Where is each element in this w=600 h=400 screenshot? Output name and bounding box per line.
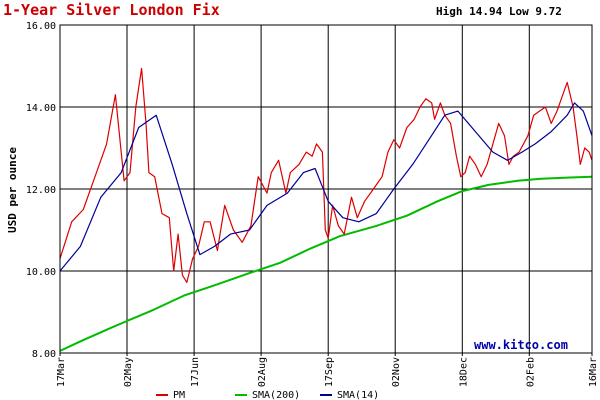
x-tick-label: 17Jun xyxy=(190,357,201,387)
y-tick-label: 10.00 xyxy=(26,267,56,278)
series-line-pm xyxy=(59,67,593,284)
series-line-sma-200 xyxy=(59,175,593,352)
x-tick-label: 17Sep xyxy=(324,357,335,387)
x-tick-label: 02Aug xyxy=(257,357,268,387)
y-axis-label: USD per ounce xyxy=(6,147,19,233)
x-tick-label: 17Mar xyxy=(56,357,67,387)
y-tick-label: 16.00 xyxy=(26,21,56,32)
high-low-readout: High 14.94 Low 9.72 xyxy=(436,5,562,18)
x-tick-label: 02May xyxy=(123,357,134,387)
y-tick-label: 12.00 xyxy=(26,185,56,196)
y-tick-label: 14.00 xyxy=(26,103,56,114)
grid xyxy=(60,25,592,353)
legend-label: SMA(14) xyxy=(337,390,379,400)
chart-title: 1-Year Silver London Fix xyxy=(3,1,220,19)
x-axis: 17Mar 02May 17Jun 02Aug 17Sep 02Nov 18Dec 02Feb… xyxy=(56,353,599,387)
x-tick-label: 18Dec xyxy=(458,357,469,387)
y-axis: 8.00 10.00 12.00 14.00 16.00 xyxy=(26,21,56,360)
series-layer xyxy=(59,67,593,352)
legend-label: SMA(200) xyxy=(252,390,300,400)
plot-frame xyxy=(59,24,593,354)
series-line-sma-14 xyxy=(59,102,593,272)
watermark: www.kitco.com xyxy=(474,338,568,352)
y-tick-label: 8.00 xyxy=(32,349,56,360)
legend-label: PM xyxy=(173,390,185,400)
x-tick-label: 02Feb xyxy=(525,357,536,387)
x-tick-label: 16Mar xyxy=(588,357,599,387)
legend: PM SMA(200) SMA(14) xyxy=(156,390,379,400)
x-tick-label: 02Nov xyxy=(391,357,402,387)
